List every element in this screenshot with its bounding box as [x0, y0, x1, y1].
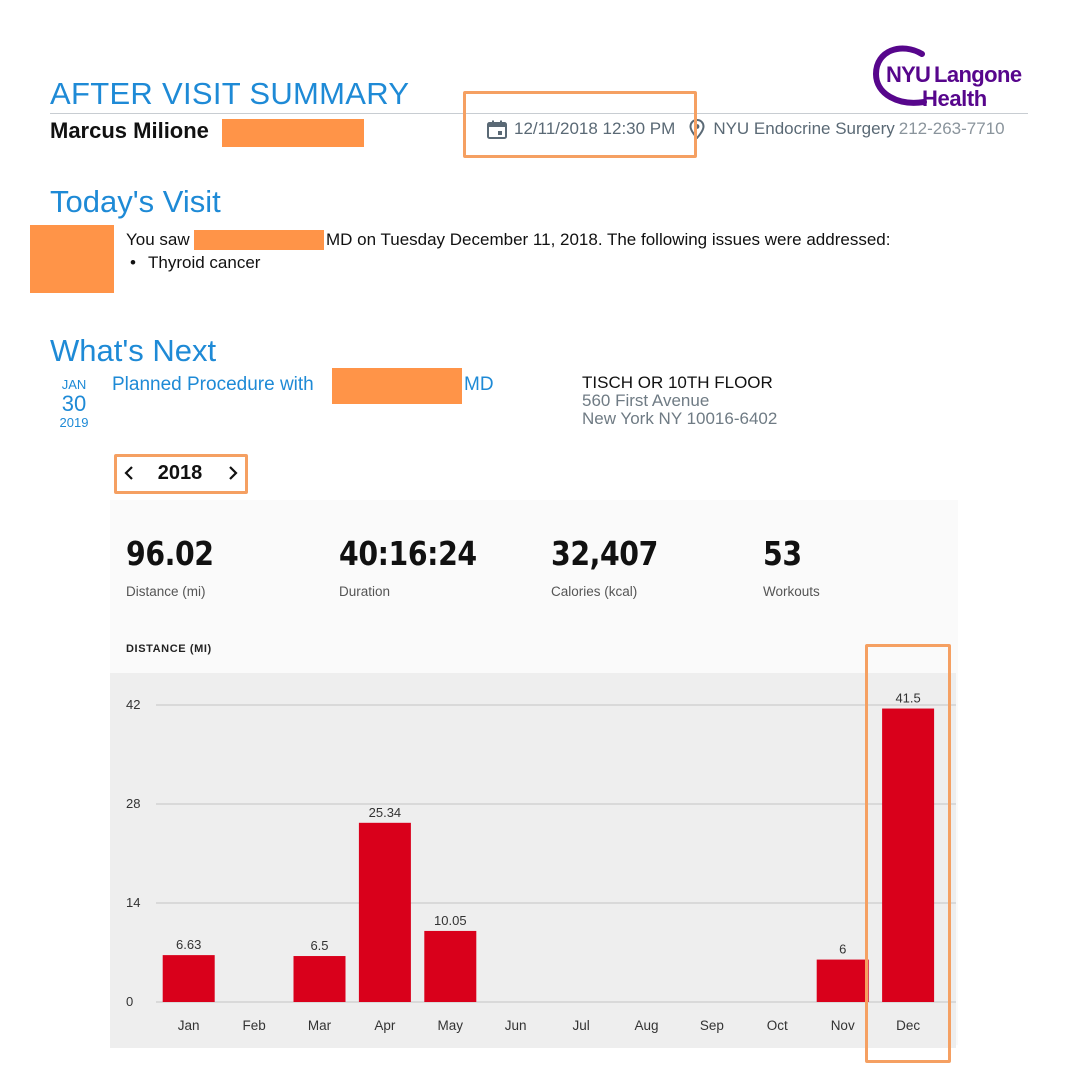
y-tick-label: 14 [126, 895, 140, 910]
x-tick-label-sep: Sep [700, 1018, 724, 1033]
bar-nov [816, 959, 869, 1002]
logo-text-nyu: NYU [886, 62, 931, 87]
stat-workouts-value: 53 [763, 534, 802, 573]
chart-title: DISTANCE (MI) [126, 643, 212, 655]
x-tick-label-oct: Oct [767, 1018, 788, 1033]
logo-swoosh-icon [872, 45, 927, 106]
bar-jan [162, 955, 215, 1002]
x-tick-label-apr: Apr [374, 1018, 396, 1033]
previous-year-button[interactable] [118, 460, 140, 486]
y-tick-label: 42 [126, 697, 140, 712]
bar-mar [293, 956, 346, 1002]
appointment-month: JAN [61, 377, 87, 392]
after-visit-summary: AFTER VISIT SUMMARY Marcus Milione 12/11… [0, 0, 1080, 450]
next-year-button[interactable] [222, 460, 244, 486]
x-tick-label-mar: Mar [308, 1018, 332, 1033]
stat-distance-label: Distance (mi) [126, 584, 206, 599]
stat-calories-value: 32,407 [551, 534, 658, 573]
stat-workouts-label: Workouts [763, 584, 820, 599]
x-tick-label-jul: Jul [572, 1018, 589, 1033]
y-tick-label: 28 [126, 796, 140, 811]
chevron-left-icon [124, 466, 133, 480]
bar-apr [358, 822, 411, 1002]
issue-list-item: • [130, 253, 136, 272]
x-tick-label-aug: Aug [634, 1018, 658, 1033]
data-label-dec: 41.5 [895, 691, 920, 706]
visit-saw-suffix: MD on Tuesday December 11, 2018. The fol… [326, 230, 891, 249]
chart-plot-background [110, 673, 956, 1048]
x-tick-label-jun: Jun [505, 1018, 527, 1033]
visit-datetime: 12/11/2018 12:30 PM [514, 119, 676, 138]
data-label-apr: 25.34 [369, 805, 402, 820]
data-label-mar: 6.5 [310, 938, 328, 953]
location-name: TISCH OR 10TH FLOOR [582, 373, 773, 392]
procedure-link-suffix[interactable]: MD [464, 374, 494, 395]
issue-list-item: Thyroid cancer [148, 253, 261, 272]
address-line-2: New York NY 10016-6402 [582, 409, 778, 428]
appointment-year: 2019 [59, 415, 89, 430]
x-tick-label-may: May [438, 1018, 464, 1033]
redaction-block [222, 119, 364, 147]
bar-may [424, 930, 477, 1002]
redaction-block [30, 225, 114, 293]
data-label-jan: 6.63 [176, 937, 201, 952]
department-phone: 212-263-7710 [898, 119, 1005, 138]
department-name: NYU Endocrine Surgery [713, 119, 895, 138]
stat-distance-value: 96.02 [126, 534, 214, 573]
page-title: AFTER VISIT SUMMARY [50, 76, 410, 111]
procedure-link[interactable]: Planned Procedure with [112, 374, 314, 395]
nyu-langone-logo: NYU Langone Health [872, 44, 1032, 114]
y-tick-label: 0 [126, 994, 133, 1009]
visit-saw-prefix: You saw [126, 230, 190, 249]
year-selector: 2018 [114, 454, 248, 494]
chevron-right-icon [229, 466, 238, 480]
calendar-icon [487, 120, 507, 139]
data-label-nov: 6 [839, 942, 846, 957]
redaction-block [194, 230, 324, 250]
data-label-may: 10.05 [434, 913, 467, 928]
stat-calories-label: Calories (kcal) [551, 584, 638, 599]
location-pin-icon [689, 119, 705, 139]
x-tick-label-feb: Feb [242, 1018, 265, 1033]
x-tick-label-nov: Nov [831, 1018, 855, 1033]
distance-bar-chart: 0 14 28 42 6.63 Jan Feb 6.5 Mar 25.34 Apr 10.05 May J… [110, 673, 956, 1048]
bar-dec [882, 708, 935, 1002]
x-tick-label-jan: Jan [178, 1018, 200, 1033]
visit-info: 12/11/2018 12:30 PM NYU Endocrine Surger… [487, 119, 1005, 139]
logo-text-health: Health [922, 86, 987, 111]
logo-text-langone: Langone [934, 62, 1022, 87]
stat-duration-value: 40:16:24 [339, 534, 477, 573]
patient-name: Marcus Milione [50, 118, 209, 143]
x-tick-label-dec: Dec [896, 1018, 920, 1033]
stat-duration-label: Duration [339, 584, 391, 599]
address-line-1: 560 First Avenue [582, 391, 710, 410]
todays-visit-heading: Today's Visit [50, 184, 221, 219]
title-divider [50, 113, 1028, 114]
whats-next-heading: What's Next [50, 333, 217, 368]
redaction-block [332, 368, 462, 404]
appointment-day: 30 [61, 391, 87, 416]
selected-year: 2018 [157, 462, 203, 484]
